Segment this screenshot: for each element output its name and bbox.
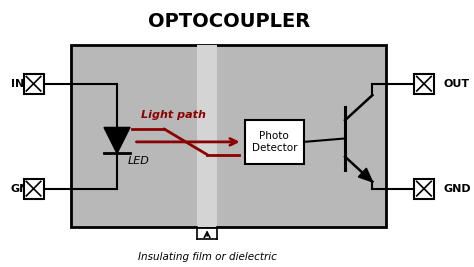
Bar	[197, 45, 218, 227]
Text: GND: GND	[11, 184, 38, 194]
Bar	[72, 45, 386, 227]
Text: OUT: OUT	[443, 79, 469, 89]
Text: IN: IN	[11, 79, 24, 89]
Text: Photo
Detector: Photo Detector	[252, 131, 297, 153]
Bar	[24, 179, 44, 199]
Polygon shape	[358, 168, 373, 182]
Text: LED: LED	[128, 156, 150, 166]
Bar	[245, 120, 304, 164]
Text: OPTOCOUPLER: OPTOCOUPLER	[147, 12, 310, 31]
Bar	[414, 179, 434, 199]
Text: Light path: Light path	[141, 111, 206, 120]
Bar	[414, 74, 434, 94]
Text: GND: GND	[443, 184, 471, 194]
Bar	[24, 74, 44, 94]
Polygon shape	[104, 127, 130, 154]
Text: Insulating film or dielectric: Insulating film or dielectric	[137, 252, 276, 262]
